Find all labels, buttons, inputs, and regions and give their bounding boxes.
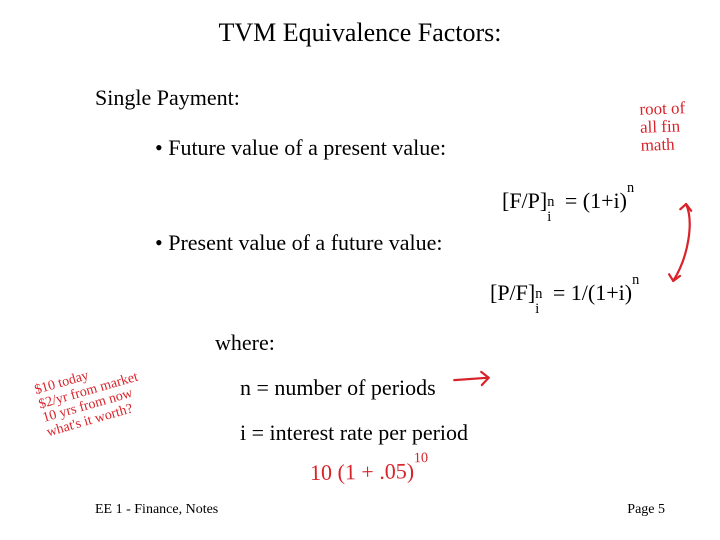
fp-eq: =: [559, 188, 582, 213]
definition-n: n = number of periods: [240, 375, 436, 401]
handwritten-check-arrow-icon: [449, 366, 496, 401]
handwritten-side-note: root of all fin math: [639, 99, 687, 154]
footer-course: EE 1 - Finance, Notes: [95, 502, 218, 518]
fp-rhs-exp: n: [627, 180, 634, 196]
pf-rhs-base: 1/(1+i): [571, 280, 632, 305]
formula-fp: [F/P]ni = (1+i)n: [502, 188, 634, 214]
bullet-future-value: • Future value of a present value:: [155, 135, 446, 161]
handwritten-worked-exp: 10: [414, 450, 429, 466]
handwritten-worked-example: 10 (1 + .05)10: [310, 459, 429, 484]
handwritten-left-note: $10 today $2/yr from market 10 yrs from …: [33, 338, 213, 441]
pf-rhs-exp: n: [632, 272, 639, 288]
page-title: TVM Equivalence Factors:: [0, 18, 720, 48]
fp-rhs-base: (1+i): [583, 188, 627, 213]
pf-eq: =: [547, 280, 570, 305]
where-label: where:: [215, 330, 275, 356]
bullet-present-value: • Present value of a future value:: [155, 230, 442, 256]
handwritten-arrow-icon: [662, 198, 705, 296]
handwritten-worked-base: 10 (1 + .05): [310, 458, 414, 485]
fp-bracket: [F/P]: [502, 188, 547, 213]
formula-pf: [P/F]ni = 1/(1+i)n: [490, 280, 639, 306]
pf-bracket: [P/F]: [490, 280, 535, 305]
definition-i: i = interest rate per period: [240, 420, 468, 446]
section-heading: Single Payment:: [95, 85, 240, 111]
footer-page: Page 5: [627, 502, 665, 518]
